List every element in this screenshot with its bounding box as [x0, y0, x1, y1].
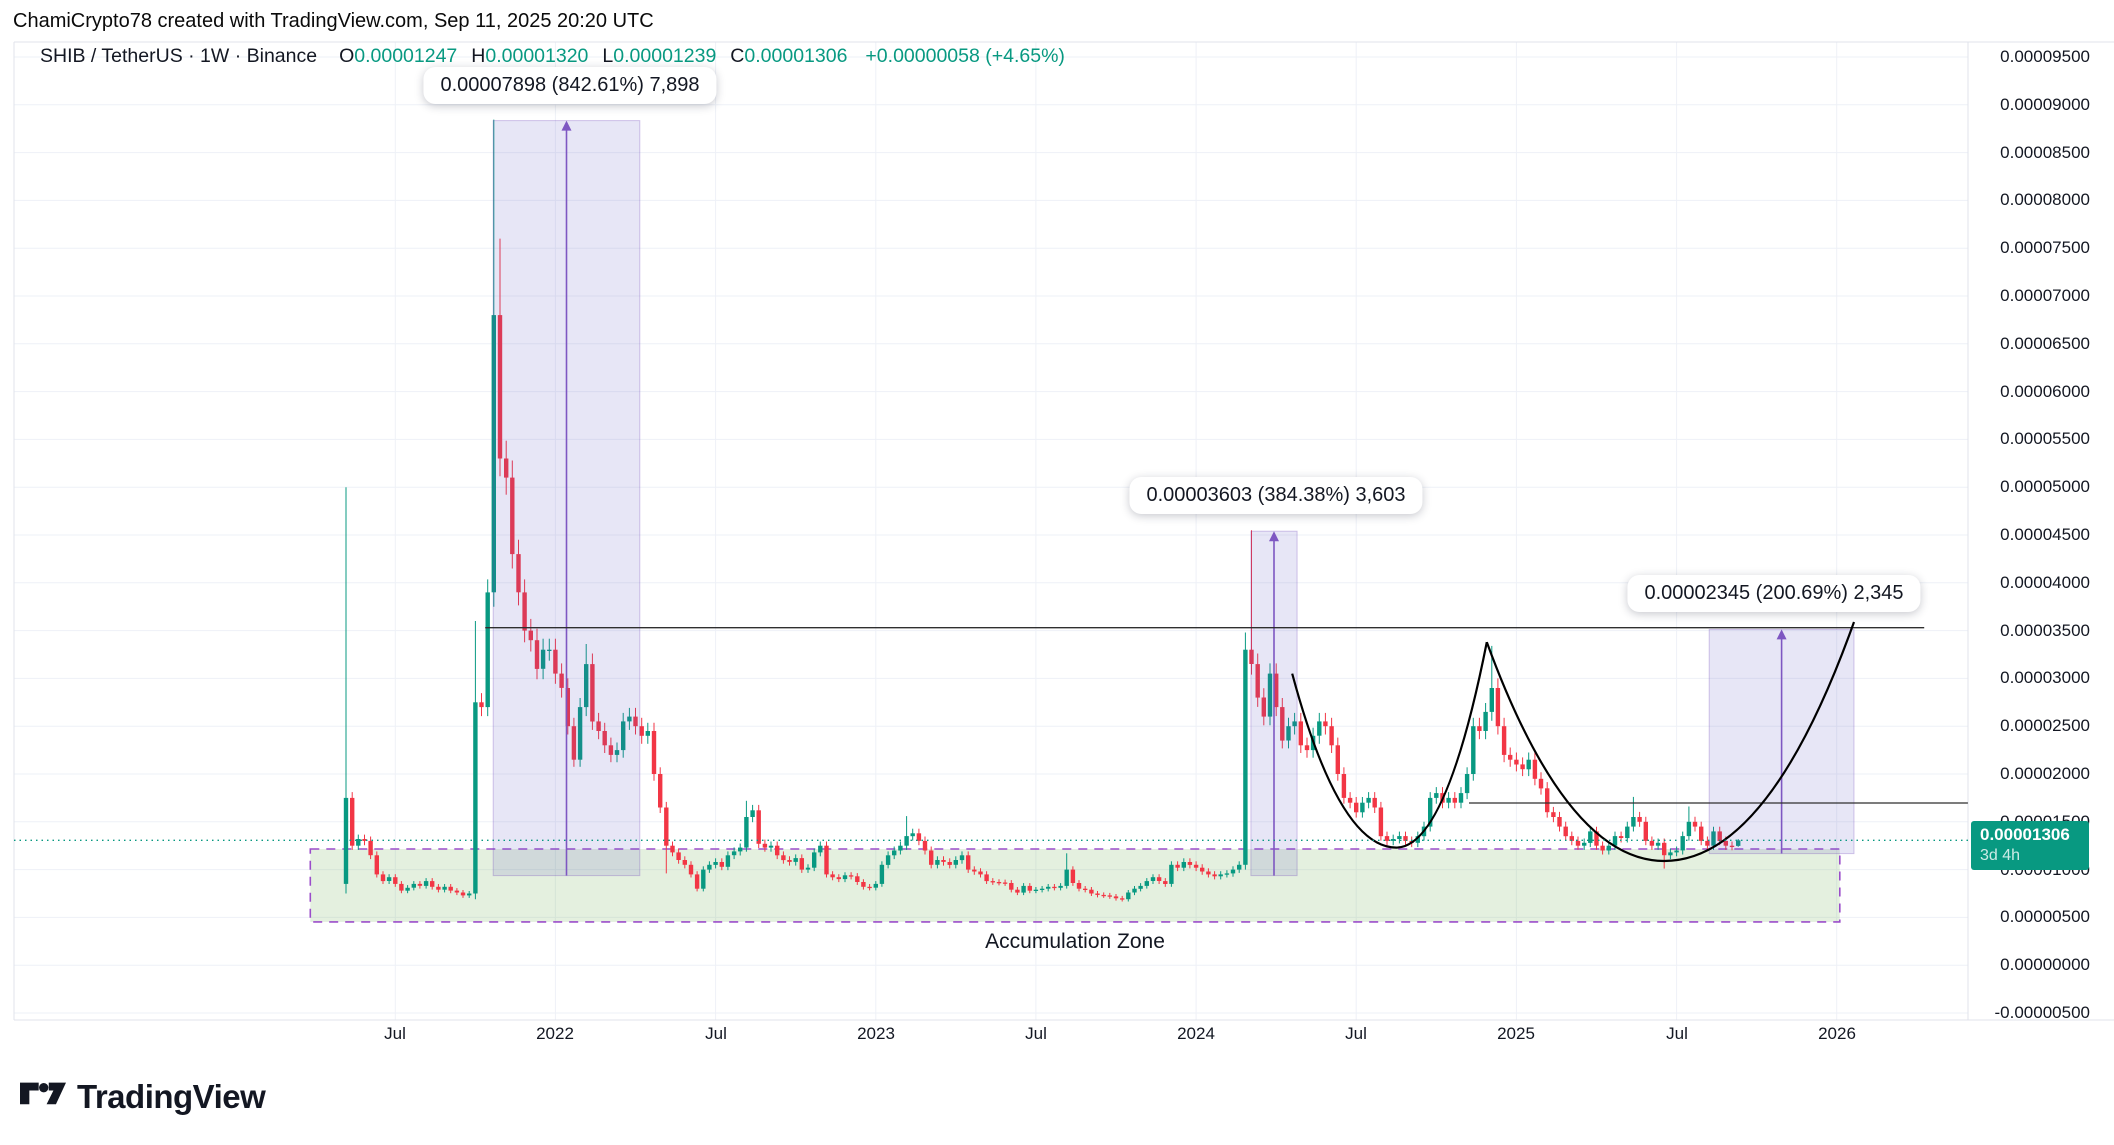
price-tick: 0.00000000 [2000, 955, 2090, 974]
price-tick: 0.00004000 [2000, 573, 2090, 592]
price-tick: 0.00009500 [2000, 47, 2090, 66]
measure-arrowhead-2 [1269, 531, 1279, 542]
price-tick: 0.00007500 [2000, 238, 2090, 257]
price-change: +0.00000058 (+4.65%) [865, 45, 1065, 67]
price-tick: 0.00005500 [2000, 429, 2090, 448]
price-tick: 0.00008500 [2000, 143, 2090, 162]
candlestick-series[interactable] [343, 119, 1741, 902]
price-tick: 0.00004500 [2000, 525, 2090, 544]
time-tick: 2024 [1177, 1024, 1215, 1043]
price-tick: 0.00005000 [2000, 477, 2090, 496]
price-tick: 0.00008000 [2000, 190, 2090, 209]
bar-close-countdown: 3d 4h [1980, 847, 2021, 864]
measure-arrowhead-3 [1776, 629, 1787, 640]
time-tick: Jul [1345, 1024, 1367, 1043]
measure-label-2[interactable]: 0.00003603 (384.38%) 3,603 [1129, 477, 1423, 514]
price-tick: -0.00000500 [1994, 1003, 2090, 1022]
projection-arc-1[interactable] [1291, 641, 1488, 849]
time-tick: Jul [1666, 1024, 1688, 1043]
accumulation-zone-rect[interactable] [309, 848, 1841, 923]
tradingview-logo: TradingView [20, 1078, 266, 1116]
ohlc-open: O0.00001247 [339, 45, 458, 67]
price-tick: 0.00009000 [2000, 95, 2090, 114]
price-tick: 0.00003500 [2000, 621, 2090, 640]
time-tick: Jul [705, 1024, 727, 1043]
current-price-value: 0.00001306 [1980, 825, 2070, 844]
price-tick: 0.00003000 [2000, 668, 2090, 687]
time-tick: 2023 [857, 1024, 895, 1043]
time-tick: 2022 [536, 1024, 574, 1043]
measure-label-3[interactable]: 0.00002345 (200.69%) 2,345 [1627, 575, 1921, 612]
symbol-title: SHIB / TetherUS · 1W · Binance [40, 45, 318, 67]
attribution-text: ChamiCrypto78 created with TradingView.c… [13, 10, 654, 32]
accumulation-zone-label[interactable]: Accumulation Zone [985, 929, 1165, 953]
price-axis[interactable]: 0.00009500 0.00009000 0.00008500 0.00008000… [1968, 0, 2114, 1145]
current-price-tag: 0.00001306 3d 4h [1971, 821, 2089, 870]
tradingview-logo-text: TradingView [77, 1078, 266, 1115]
time-tick: 2025 [1497, 1024, 1535, 1043]
measure-label-1[interactable]: 0.00007898 (842.61%) 7,898 [423, 67, 717, 104]
ohlc-close: C0.00001306 [730, 45, 848, 67]
projection-arc-2[interactable] [1485, 621, 1856, 863]
time-tick: Jul [1025, 1024, 1047, 1043]
ohlc-low: L0.00001239 [602, 45, 717, 67]
price-tick: 0.00007000 [2000, 286, 2090, 305]
price-tick: 0.00006000 [2000, 382, 2090, 401]
symbol-legend: SHIB / TetherUS · 1W · Binance O0.000012… [40, 45, 1065, 68]
tradingview-logo-icon [20, 1078, 66, 1116]
measure-arrowhead-1 [561, 120, 572, 131]
time-axis[interactable]: Jul 2022 Jul 2023 Jul 2024 Jul 2025 Jul 2026 [0, 1024, 2114, 1050]
price-tick: 0.00002500 [2000, 716, 2090, 735]
time-tick: Jul [384, 1024, 406, 1043]
price-tick: 0.00006500 [2000, 334, 2090, 353]
time-tick: 2026 [1818, 1024, 1856, 1043]
price-tick: 0.00000500 [2000, 907, 2090, 926]
price-tick: 0.00002000 [2000, 764, 2090, 783]
ohlc-high: H0.00001320 [471, 45, 589, 67]
